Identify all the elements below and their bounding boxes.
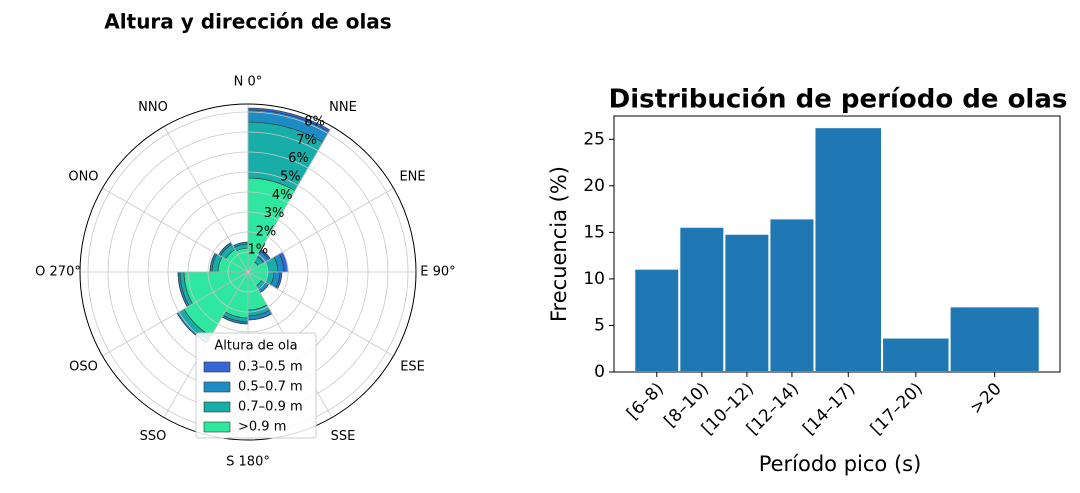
legend-label: 0.5–0.7 m [238,380,303,395]
x-axis-title: Período pico (s) [759,452,922,476]
grid-spoke [102,271,249,357]
x-tick-label: [17–20) [867,379,927,439]
legend-label: 0.3–0.5 m [238,360,303,375]
r-tick-label: 8% [304,115,325,130]
legend-swatch [203,401,231,413]
legend-title: Altura de ola [214,339,297,354]
r-tick-label: 3% [264,206,285,221]
legend-label: >0.9 m [238,420,286,435]
r-tick-label: 2% [256,224,277,239]
r-tick-label: 4% [272,188,293,203]
theta-label: SSO [140,429,167,444]
y-tick-label: 0 [594,362,605,382]
legend-swatch [203,361,231,373]
theta-label: ONO [68,170,98,185]
r-tick-label: 1% [247,243,268,258]
y-tick-label: 20 [583,176,605,196]
y-axis-title: Frecuencia (%) [547,166,571,322]
legend-swatch [203,381,231,393]
rose-title: Altura y dirección de olas [104,10,391,34]
x-tick-label: [14–17) [799,379,859,439]
theta-label: ESE [400,360,425,375]
grid-spoke [163,126,249,273]
grid-spoke [247,271,394,357]
bar [948,305,1041,373]
grid-spoke [247,126,333,273]
theta-label: S 180° [226,455,270,470]
theta-label: N 0° [234,75,263,90]
theta-label: NNE [329,100,357,115]
y-tick-label: 15 [583,222,605,242]
axes-frame [613,115,1061,373]
legend-label: 0.7–0.9 m [238,400,303,415]
r-tick-label: 5% [280,169,301,184]
bar [881,336,951,374]
bar [633,267,681,374]
bar [768,217,816,373]
theta-label: NNO [138,100,168,115]
y-tick-label: 5 [594,315,605,335]
theta-label: SSE [331,429,356,444]
bar [678,225,726,373]
y-tick-label: 10 [583,269,605,289]
r-tick-label: 6% [288,151,309,166]
grid-spoke [247,187,394,273]
theta-label: O 270° [35,265,81,280]
legend-swatch [203,421,231,433]
x-tick-label: >20 [966,379,1006,419]
r-tick-label: 7% [296,133,317,148]
bar [723,232,771,373]
y-tick-label: 25 [583,129,605,149]
theta-label: OSO [69,360,98,375]
grid-spoke [102,187,249,273]
theta-label: E 90° [420,265,455,280]
hist-title: Distribución de período de olas [609,85,1068,115]
bar [813,126,884,373]
polar-frame [79,103,417,441]
theta-label: ENE [399,170,425,185]
